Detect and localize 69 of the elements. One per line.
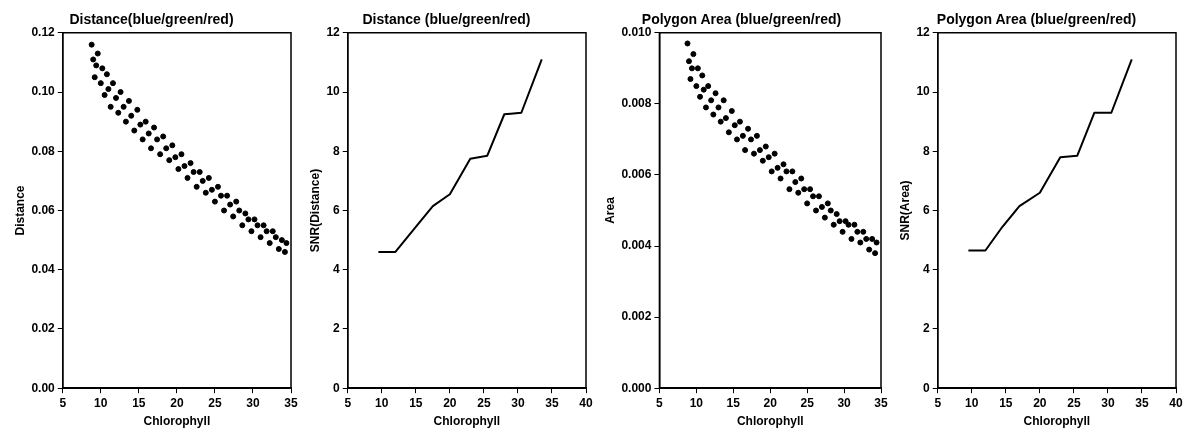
y-tick-label: 4 <box>923 262 931 277</box>
y-tick-label: 0.08 <box>31 143 56 158</box>
x-axis-title: Chlorophyll <box>736 414 804 429</box>
y-tick-label: 10 <box>916 84 931 99</box>
x-tick-label: 15 <box>132 395 146 410</box>
x-tick-label: 40 <box>1169 395 1183 410</box>
y-tick-label: 0.06 <box>31 202 56 217</box>
y-tick-label: 0.10 <box>31 84 56 99</box>
y-tick-label: 0.000 <box>621 380 652 395</box>
x-axis-title: Chlorophyll <box>433 414 501 429</box>
x-tick-label: 10 <box>94 395 108 410</box>
y-tick-label: 0.12 <box>31 25 56 40</box>
chart-title: Polygon Area (blue/green/red) <box>936 11 1137 28</box>
y-tick-label: 4 <box>333 262 341 277</box>
x-axis-title: Chlorophyll <box>143 414 211 429</box>
x-tick-label: 15 <box>726 395 741 410</box>
x-tick-label: 30 <box>246 395 260 410</box>
chart-title: Polygon Area (blue/green/red) <box>641 11 842 28</box>
y-tick-label: 12 <box>326 25 341 40</box>
x-tick-label: 30 <box>1101 395 1115 410</box>
y-tick-label: 6 <box>923 202 931 217</box>
y-tick-label: 0.006 <box>621 167 652 182</box>
x-tick-label: 25 <box>208 395 222 410</box>
y-tick-label: 0.00 <box>31 380 56 395</box>
y-tick-label: 0 <box>923 380 931 395</box>
y-axis-title: SNR(Area) <box>897 180 912 241</box>
x-tick-label: 15 <box>999 395 1013 410</box>
y-tick-label: 8 <box>923 143 931 158</box>
y-tick-label: 0.008 <box>621 96 652 111</box>
y-tick-label: 0.04 <box>31 262 56 277</box>
x-tick-label: 20 <box>763 395 778 410</box>
y-tick-label: 0.004 <box>621 238 652 253</box>
x-tick-label: 5 <box>59 395 67 410</box>
x-tick-label: 10 <box>375 395 389 410</box>
x-tick-label: 20 <box>1033 395 1047 410</box>
x-tick-label: 30 <box>837 395 852 410</box>
x-tick-label: 5 <box>934 395 942 410</box>
x-tick-label: 15 <box>409 395 423 410</box>
y-tick-label: 12 <box>916 25 931 40</box>
y-tick-label: 8 <box>333 143 341 158</box>
x-tick-label: 5 <box>656 395 664 410</box>
y-axis-title: Distance <box>12 185 27 236</box>
x-tick-label: 35 <box>1135 395 1149 410</box>
x-tick-label: 25 <box>800 395 815 410</box>
x-tick-label: 25 <box>1067 395 1081 410</box>
x-tick-label: 35 <box>284 395 298 410</box>
y-tick-label: 0.002 <box>621 309 652 324</box>
x-axis-title: Chlorophyll <box>1023 414 1091 429</box>
x-tick-label: 20 <box>170 395 184 410</box>
y-tick-label: 2 <box>333 321 341 336</box>
x-tick-label: 35 <box>545 395 559 410</box>
y-tick-label: 6 <box>333 202 341 217</box>
y-tick-label: 10 <box>326 84 341 99</box>
x-tick-label: 35 <box>874 395 888 410</box>
x-tick-label: 20 <box>443 395 457 410</box>
x-tick-label: 40 <box>579 395 593 410</box>
x-tick-label: 30 <box>511 395 525 410</box>
y-axis-title: Area <box>602 196 617 224</box>
x-tick-label: 25 <box>477 395 491 410</box>
y-tick-label: 0 <box>333 380 341 395</box>
y-tick-label: 2 <box>923 321 931 336</box>
y-tick-label: 0.010 <box>621 25 652 40</box>
chart-title: Distance(blue/green/red) <box>69 11 234 28</box>
chart-title: Distance (blue/green/red) <box>362 11 531 28</box>
x-tick-label: 10 <box>689 395 704 410</box>
y-tick-label: 0.02 <box>31 321 56 336</box>
x-tick-label: 10 <box>965 395 979 410</box>
y-axis-title: SNR(Distance) <box>307 168 322 253</box>
x-tick-label: 5 <box>344 395 352 410</box>
